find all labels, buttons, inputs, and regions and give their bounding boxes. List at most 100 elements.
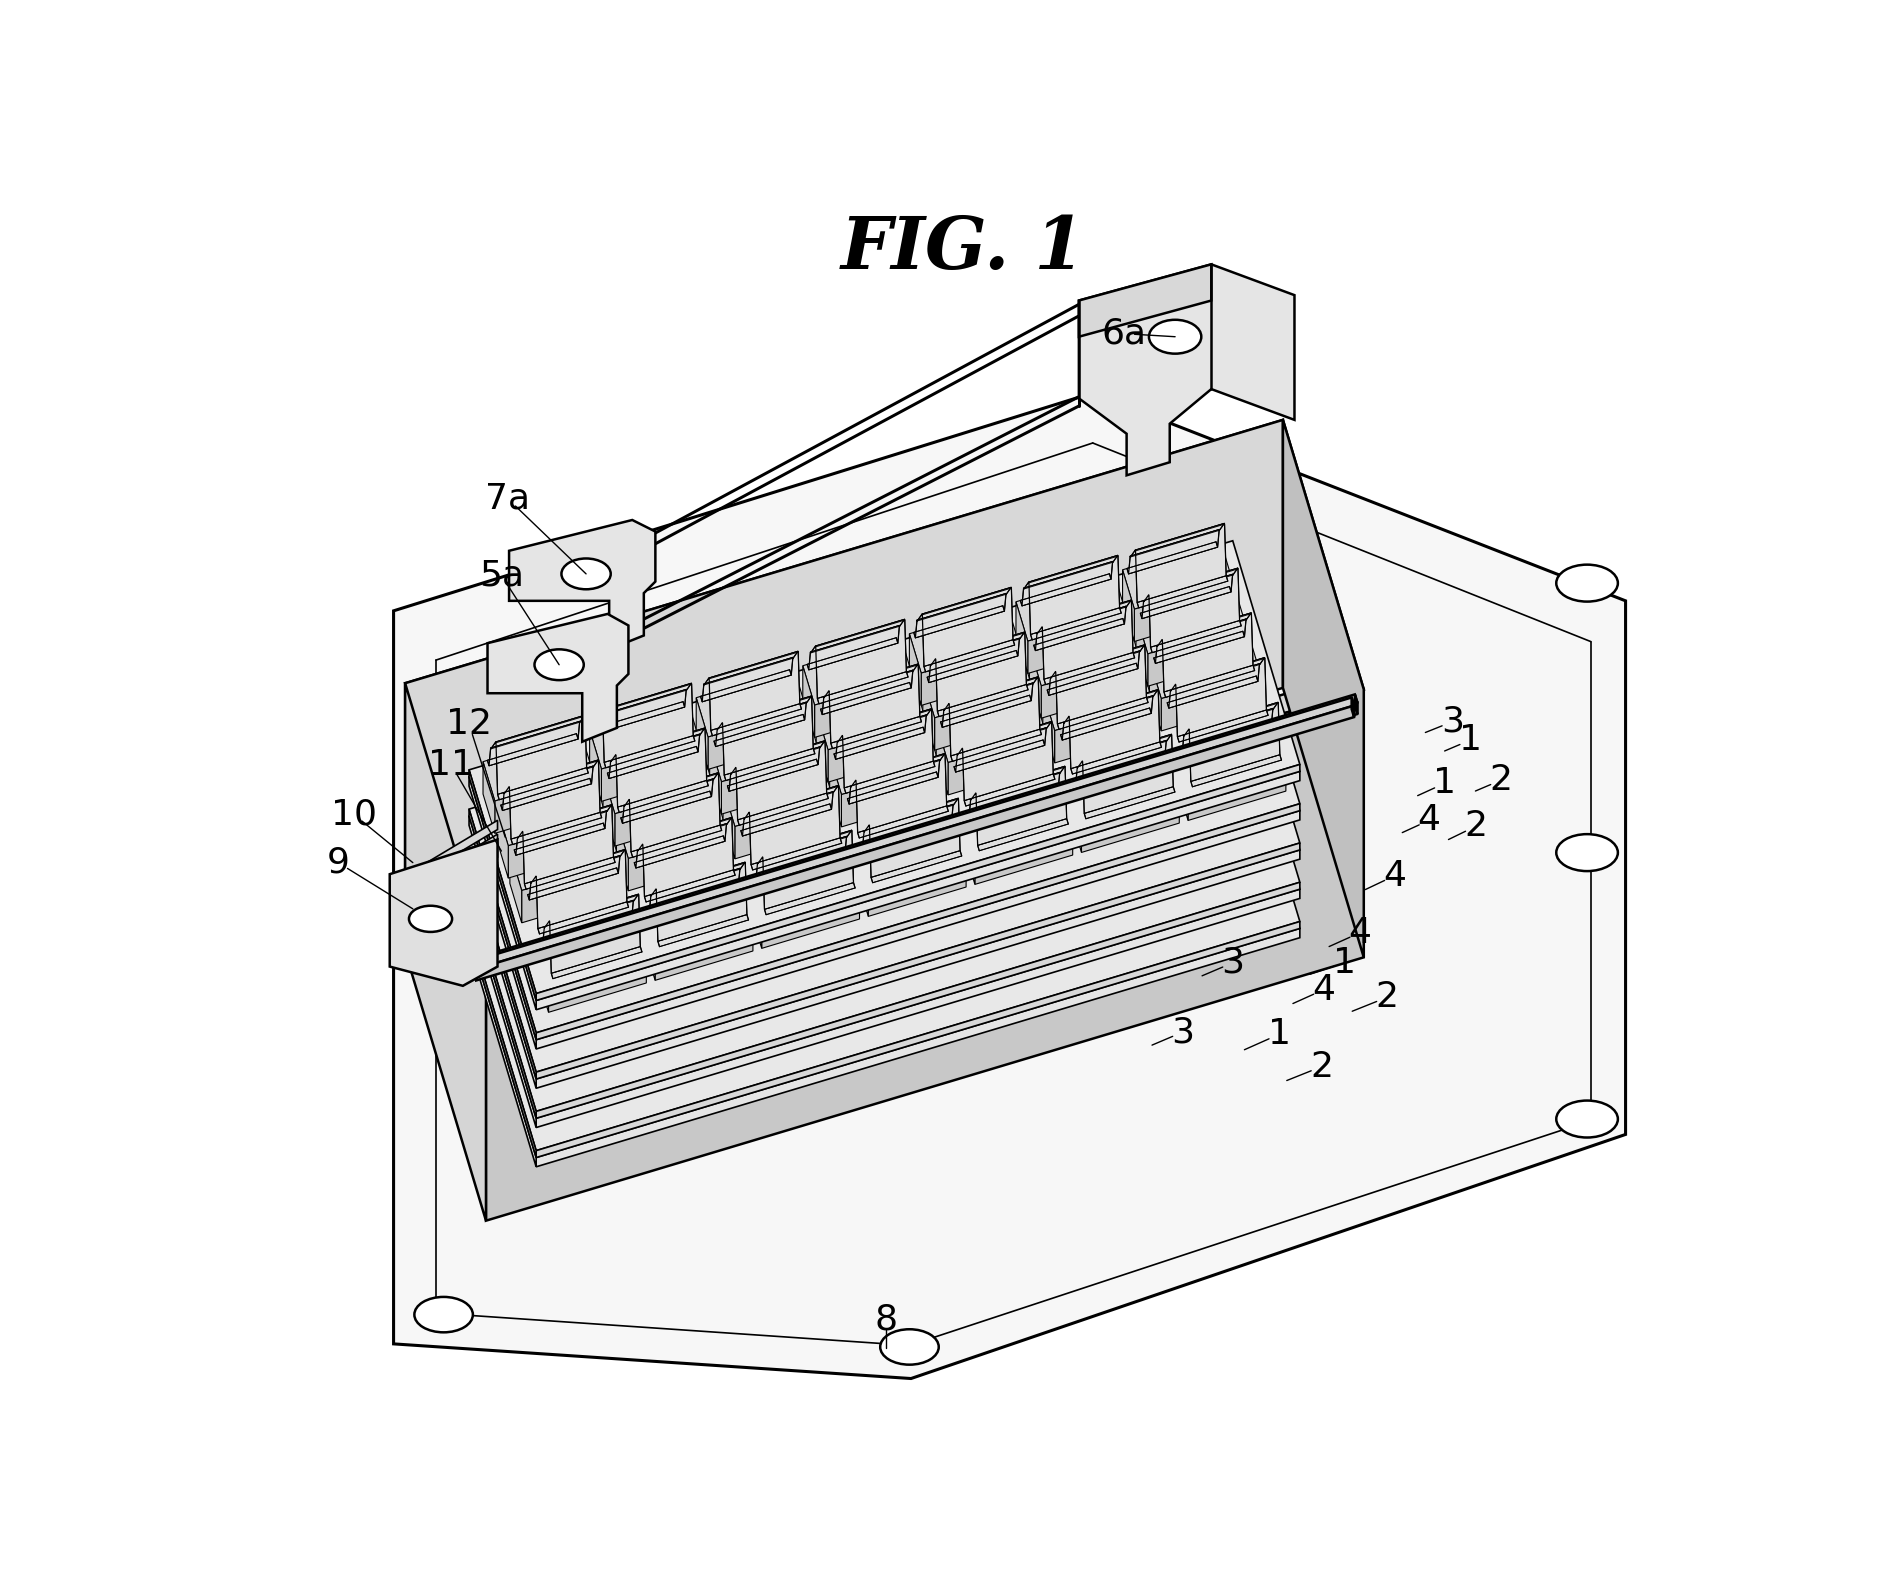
Ellipse shape: [1556, 1100, 1618, 1138]
Polygon shape: [757, 829, 851, 864]
Polygon shape: [975, 767, 1067, 845]
Polygon shape: [537, 911, 646, 981]
Polygon shape: [1058, 697, 1148, 729]
Text: 12: 12: [445, 707, 492, 741]
Polygon shape: [1184, 708, 1274, 737]
Polygon shape: [524, 858, 614, 889]
Polygon shape: [1122, 570, 1135, 642]
Polygon shape: [921, 644, 1018, 705]
Polygon shape: [842, 765, 940, 826]
Polygon shape: [917, 587, 1011, 620]
Polygon shape: [710, 713, 819, 782]
Polygon shape: [1079, 264, 1212, 337]
Polygon shape: [1178, 710, 1268, 741]
Polygon shape: [727, 759, 817, 792]
Polygon shape: [643, 874, 740, 935]
Polygon shape: [1157, 612, 1251, 647]
Polygon shape: [1129, 529, 1219, 575]
Text: 7a: 7a: [485, 482, 530, 515]
Polygon shape: [1067, 746, 1165, 807]
Text: 2: 2: [1464, 809, 1486, 844]
Text: 3: 3: [1171, 1015, 1195, 1048]
Polygon shape: [628, 829, 725, 891]
Polygon shape: [656, 863, 746, 889]
Polygon shape: [496, 716, 586, 795]
Polygon shape: [530, 856, 620, 900]
Polygon shape: [1047, 663, 1139, 696]
Polygon shape: [509, 760, 598, 787]
Polygon shape: [849, 760, 940, 804]
Polygon shape: [536, 850, 626, 877]
Text: 4: 4: [1349, 916, 1372, 949]
Polygon shape: [851, 760, 940, 787]
Polygon shape: [487, 614, 628, 741]
Polygon shape: [477, 694, 1357, 966]
Polygon shape: [956, 727, 1047, 756]
Polygon shape: [1030, 617, 1139, 686]
Polygon shape: [1135, 524, 1227, 603]
Polygon shape: [1135, 523, 1225, 551]
Polygon shape: [836, 715, 926, 759]
Polygon shape: [1075, 752, 1165, 785]
Polygon shape: [716, 702, 806, 746]
Polygon shape: [1231, 420, 1364, 689]
Polygon shape: [408, 834, 498, 897]
Polygon shape: [470, 705, 1300, 1157]
Polygon shape: [923, 678, 934, 751]
Polygon shape: [1167, 675, 1257, 708]
Polygon shape: [857, 845, 868, 916]
Polygon shape: [643, 817, 733, 845]
Polygon shape: [470, 815, 536, 1048]
Polygon shape: [470, 888, 536, 1118]
Ellipse shape: [534, 650, 584, 680]
Polygon shape: [722, 696, 812, 724]
Text: 4: 4: [1419, 803, 1441, 837]
Polygon shape: [1077, 740, 1167, 768]
Text: 6a: 6a: [1101, 316, 1146, 351]
Polygon shape: [406, 420, 1283, 683]
Polygon shape: [731, 746, 819, 774]
Polygon shape: [1082, 735, 1172, 814]
Polygon shape: [802, 666, 815, 738]
Polygon shape: [650, 869, 740, 913]
Polygon shape: [1184, 702, 1278, 737]
Polygon shape: [643, 880, 753, 948]
Polygon shape: [504, 760, 598, 793]
Polygon shape: [1069, 689, 1157, 718]
Polygon shape: [504, 767, 594, 793]
Polygon shape: [515, 823, 605, 855]
Polygon shape: [750, 877, 761, 949]
Ellipse shape: [1556, 565, 1618, 601]
Polygon shape: [487, 689, 1364, 952]
Ellipse shape: [410, 905, 453, 932]
Polygon shape: [522, 896, 536, 968]
Polygon shape: [949, 733, 1047, 795]
Polygon shape: [603, 774, 614, 847]
Polygon shape: [1028, 556, 1118, 582]
Polygon shape: [549, 951, 646, 1012]
Polygon shape: [616, 727, 705, 756]
Polygon shape: [545, 894, 639, 927]
Polygon shape: [487, 689, 1364, 1221]
Polygon shape: [949, 768, 962, 839]
Polygon shape: [1043, 601, 1133, 678]
Polygon shape: [1163, 675, 1272, 743]
Polygon shape: [598, 683, 691, 716]
Polygon shape: [962, 778, 1060, 839]
Text: 1: 1: [1458, 722, 1481, 757]
Polygon shape: [517, 811, 607, 839]
Polygon shape: [872, 850, 962, 883]
Polygon shape: [635, 836, 725, 867]
Polygon shape: [842, 710, 934, 789]
Polygon shape: [1131, 523, 1225, 557]
Polygon shape: [1054, 702, 1152, 763]
Polygon shape: [1189, 702, 1278, 730]
Polygon shape: [408, 863, 498, 926]
Polygon shape: [943, 677, 1037, 710]
Polygon shape: [834, 727, 924, 759]
Polygon shape: [598, 689, 686, 716]
Polygon shape: [844, 800, 855, 872]
Polygon shape: [855, 811, 953, 872]
Text: 3: 3: [1441, 705, 1464, 738]
Polygon shape: [1137, 586, 1246, 653]
